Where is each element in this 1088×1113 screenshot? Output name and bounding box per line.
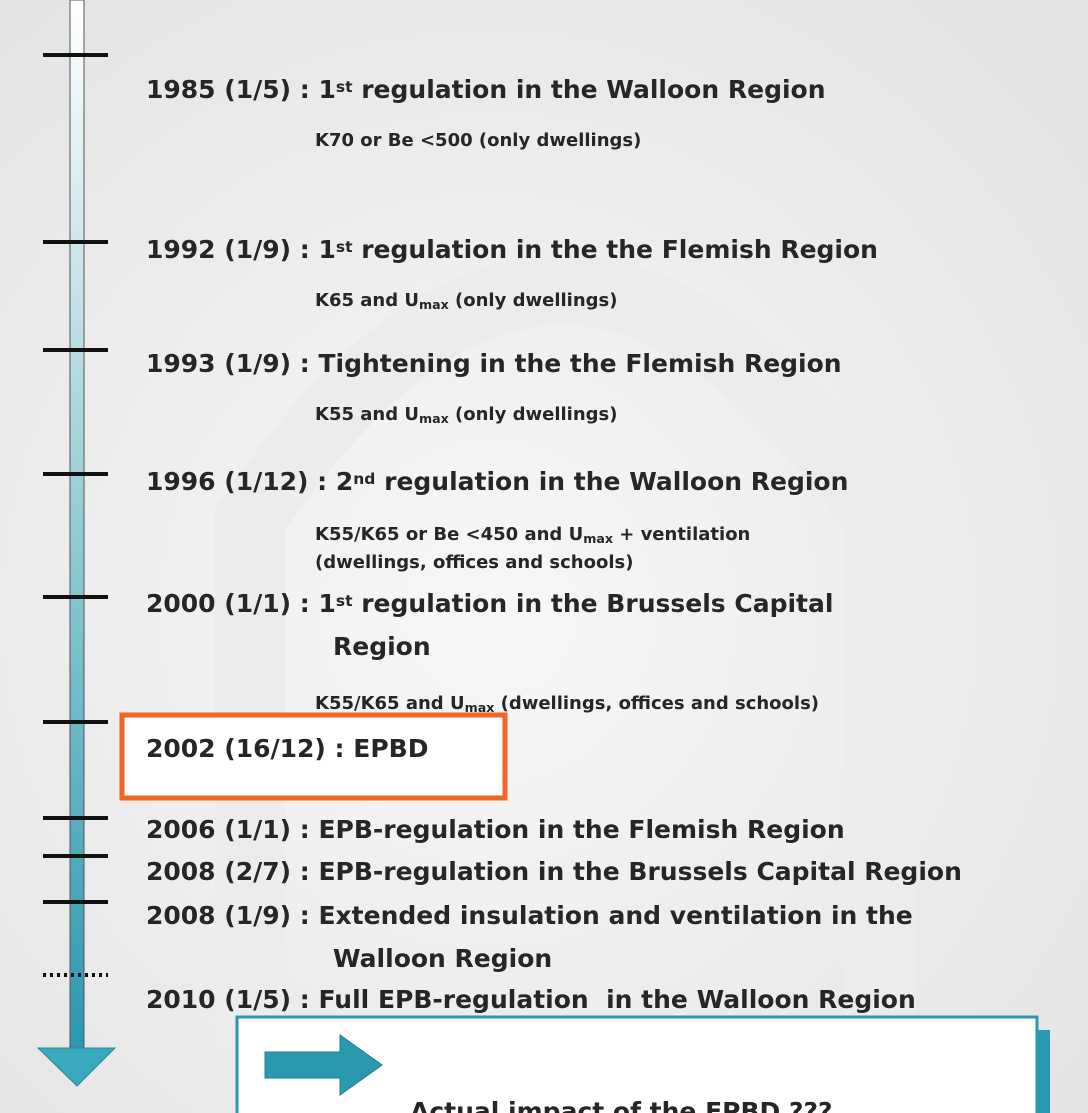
sup: st [336,78,353,96]
event-date: 2002 (16/12) : [146,734,353,763]
event-date: 1993 (1/9) : [146,349,318,378]
text-segment: Walloon Region [333,944,552,973]
event-title: 1993 (1/9) : Tightening in the the Flemi… [146,349,842,378]
event-detail: (dwellings, offices and schools) [315,552,633,573]
event-date: 2008 (1/9) : [146,901,318,930]
event-title: 2000 (1/1) : 1st regulation in the Bruss… [146,589,833,618]
event-title: 2008 (2/7) : EPB-regulation in the Bruss… [146,857,962,886]
text-segment: (dwellings, offices and schools) [315,552,633,573]
text-segment: regulation in the the Flemish Region [353,235,878,264]
event-title: 1992 (1/9) : 1st regulation in the the F… [146,235,878,264]
sub: max [583,531,613,546]
event-detail: K55 and Umax (only dwellings) [315,404,617,426]
event-title: 1996 (1/12) : 2nd regulation in the Wall… [146,467,848,496]
event: 2006 (1/1) : EPB-regulation in the Flemi… [43,815,845,844]
conclusion-text: Actual impact of the EPBD ??? [410,1097,833,1113]
timeline-bar [70,0,84,1050]
event-date: 2000 (1/1) : [146,589,318,618]
text-segment: Tightening in the the Flemish Region [318,349,841,378]
text-segment: Region [333,632,431,661]
event-title: 2010 (1/5) : Full EPB-regulation in the … [146,985,916,1014]
text-segment: regulation in the Walloon Region [375,467,848,496]
event-title: 1985 (1/5) : 1st regulation in the Wallo… [146,75,826,104]
text-segment: K55 and U [315,404,419,425]
text-segment: Extended insulation and ventilation in t… [318,901,912,930]
text-segment: (only dwellings) [449,404,618,425]
text-segment: K55/K65 or Be <450 and U [315,524,583,545]
event-detail: K55/K65 or Be <450 and Umax + ventilatio… [315,524,750,546]
event-detail: K65 and Umax (only dwellings) [315,290,617,312]
text-segment: 1 [318,589,335,618]
conclusion-box: Actual impact of the EPBD ??? [237,1017,1050,1113]
event-date: 2010 (1/5) : [146,985,318,1014]
event-title: Region [333,632,431,661]
text-segment: (dwellings, offices and schools) [494,693,819,714]
text-segment: regulation in the Walloon Region [353,75,826,104]
sup: st [336,238,353,256]
event-title: 2002 (16/12) : EPBD [146,734,428,763]
text-segment: + ventilation [613,524,750,545]
event: 2008 (2/7) : EPB-regulation in the Bruss… [43,856,962,886]
text-segment: K55/K65 and U [315,693,465,714]
event-date: 1992 (1/9) : [146,235,318,264]
text-segment: EPBD [353,734,428,763]
sub: max [419,297,449,312]
text-segment: 1 [318,235,335,264]
event-title: Walloon Region [333,944,552,973]
sub: max [419,411,449,426]
slide: 1985 (1/5) : 1st regulation in the Wallo… [0,0,1088,1113]
text-segment: EPB-regulation in the Brussels Capital R… [318,857,961,886]
text-segment: Full EPB-regulation in the Walloon Regio… [318,985,915,1014]
text-segment: K70 or Be <500 (only dwellings) [315,130,641,151]
sup: st [336,592,353,610]
sup: nd [353,470,375,488]
text-segment: regulation in the Brussels Capital [353,589,834,618]
event-detail: K70 or Be <500 (only dwellings) [315,130,641,151]
event-date: 1985 (1/5) : [146,75,318,104]
event-detail: K55/K65 and Umax (dwellings, offices and… [315,693,819,715]
event-date: 1996 (1/12) : [146,467,336,496]
text-segment: 1 [318,75,335,104]
text-segment: EPB-regulation in the Flemish Region [318,815,844,844]
text-segment: K65 and U [315,290,419,311]
text-segment: (only dwellings) [449,290,618,311]
event-date: 2008 (2/7) : [146,857,318,886]
text-segment: 2 [336,467,353,496]
event-date: 2006 (1/1) : [146,815,318,844]
event-title: 2006 (1/1) : EPB-regulation in the Flemi… [146,815,845,844]
event-title: 2008 (1/9) : Extended insulation and ven… [146,901,913,930]
